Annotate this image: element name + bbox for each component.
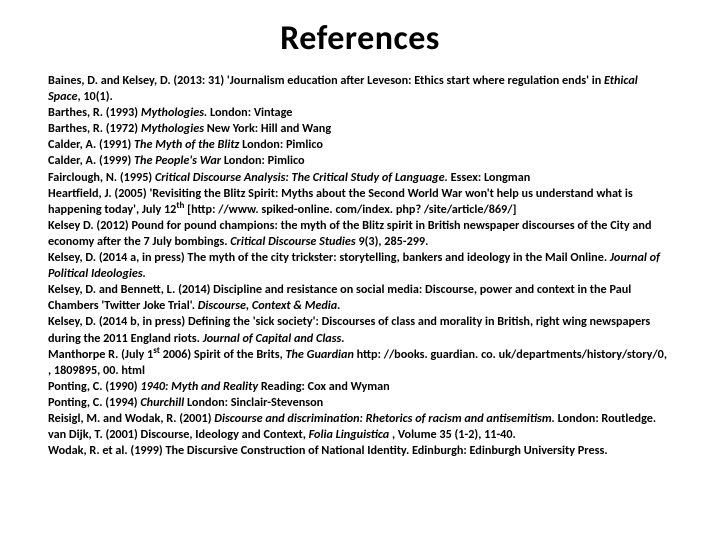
- page-title: References: [48, 18, 672, 59]
- reference-entry: Kelsey D. (2012) Pound for pound champio…: [48, 218, 672, 250]
- reference-entry: Kelsey, D. and Bennett, L. (2014) Discip…: [48, 282, 672, 314]
- reference-entry: Barthes, R. (1972) Mythologies New York:…: [48, 121, 672, 137]
- reference-entry: Kelsey, D. (2014 a, in press) The myth o…: [48, 250, 672, 282]
- reference-entry: van Dijk, T. (2001) Discourse, Ideology …: [48, 427, 672, 443]
- reference-entry: Heartfield, J. (2005) 'Revisiting the Bl…: [48, 186, 672, 218]
- reference-entry: Calder, A. (1999) The People's War Londo…: [48, 153, 672, 169]
- reference-entry: Fairclough, N. (1995) Critical Discourse…: [48, 170, 672, 186]
- slide: References Baines, D. and Kelsey, D. (20…: [0, 0, 720, 540]
- reference-entry: Wodak, R. et al. (1999) The Discursive C…: [48, 443, 672, 459]
- reference-entry: Ponting, C. (1990) 1940: Myth and Realit…: [48, 379, 672, 395]
- reference-entry: Baines, D. and Kelsey, D. (2013: 31) 'Jo…: [48, 73, 672, 105]
- reference-entry: Manthorpe R. (July 1st 2006) Spirit of t…: [48, 347, 672, 379]
- reference-entry: Reisigl, M. and Wodak, R. (2001) Discour…: [48, 411, 672, 427]
- reference-entry: Calder, A. (1991) The Myth of the Blitz …: [48, 137, 672, 153]
- reference-entry: Kelsey, D. (2014 b, in press) Defining t…: [48, 314, 672, 346]
- reference-entry: Barthes, R. (1993) Mythologies. London: …: [48, 105, 672, 121]
- reference-entry: Ponting, C. (1994) Churchill London: Sin…: [48, 395, 672, 411]
- references-list: Baines, D. and Kelsey, D. (2013: 31) 'Jo…: [48, 73, 672, 459]
